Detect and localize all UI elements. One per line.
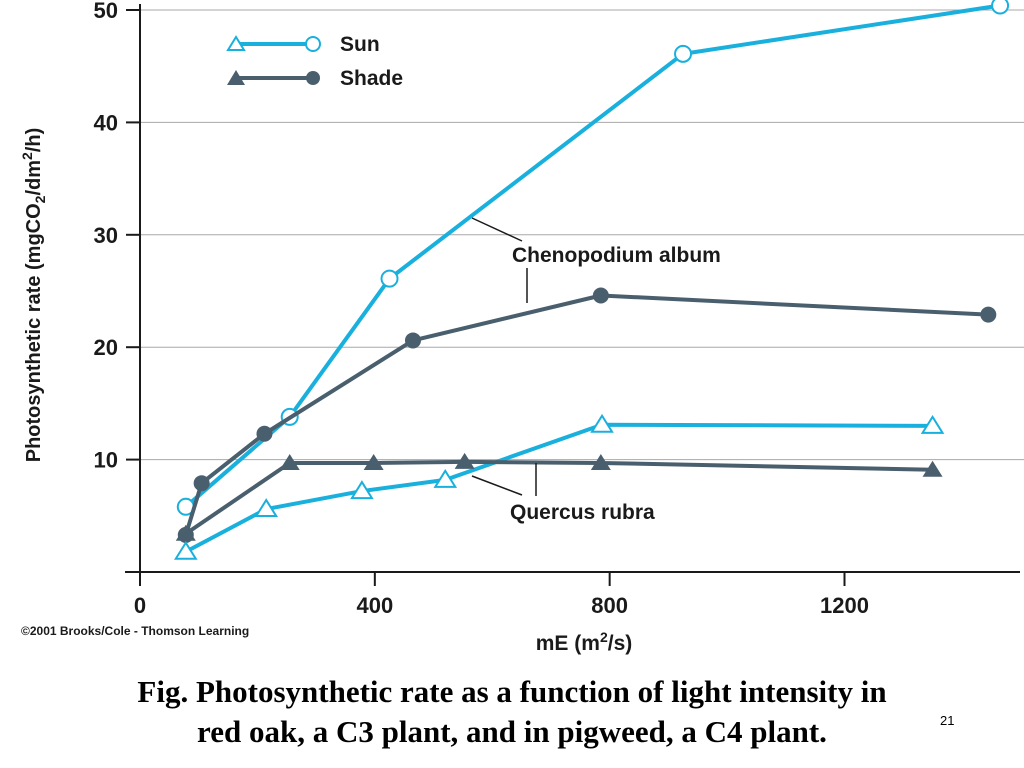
caption-line-2: red oak, a C3 plant, and in pigweed, a C… — [197, 714, 827, 749]
legend-sun-triangle-icon — [226, 35, 246, 51]
data-point — [175, 524, 196, 541]
series-quercus-sun — [173, 413, 945, 560]
chenopodium-leader-line-1 — [471, 217, 523, 242]
data-point — [380, 269, 399, 288]
x-axis-label: mE (m2/s) — [536, 629, 633, 655]
axes — [125, 4, 1020, 586]
y-axis-label-sub: 2 — [32, 195, 48, 203]
x-tick-label: 0 — [134, 593, 146, 618]
data-point — [590, 453, 611, 470]
x-axis-label-part1: mE (m — [536, 632, 600, 655]
y-axis-label: Photosynthetic rate (mgCO2/dm2/h) — [19, 128, 48, 463]
series-group — [173, 0, 1010, 560]
series-line — [183, 293, 989, 536]
data-point — [363, 453, 384, 470]
caption-line-1: Fig. Photosynthetic rate as a function o… — [137, 674, 887, 709]
series-chenopodium-sun — [176, 0, 1010, 516]
legend-sun-label: Sun — [340, 33, 380, 56]
data-point — [991, 0, 1010, 15]
data-point — [454, 452, 475, 469]
x-tick-label: 800 — [591, 593, 628, 618]
legend-sun-circle-icon — [305, 36, 321, 52]
copyright-text: ©2001 Brooks/Cole - Thomson Learning — [21, 624, 250, 638]
data-point — [193, 475, 210, 492]
data-point — [350, 480, 374, 500]
tick-labels: 10 20 30 40 50 0 400 800 1200 — [94, 0, 869, 618]
y-axis-label-part3: /h) — [23, 128, 45, 152]
data-point — [674, 44, 693, 63]
data-point — [592, 287, 609, 304]
chart: 10 20 30 40 50 0 400 800 1200 Photosynthetic rat… — [19, 0, 1024, 655]
data-point — [256, 425, 273, 442]
y-axis-label-part2: /dm — [23, 160, 45, 196]
series-line — [184, 459, 933, 536]
slide-number: 21 — [940, 713, 955, 728]
x-tick-label: 400 — [356, 593, 393, 618]
x-axis-label-sup: 2 — [600, 629, 608, 645]
y-axis-label-sup: 2 — [19, 152, 35, 160]
y-tick-label: 20 — [94, 335, 118, 360]
legend-shade-label: Shade — [340, 67, 403, 90]
data-point — [404, 332, 421, 349]
legend-shade-circle-icon — [306, 71, 320, 85]
chenopodium-label: Chenopodium album — [512, 244, 721, 267]
data-point — [980, 306, 997, 323]
data-point — [279, 453, 300, 470]
data-point — [922, 460, 943, 477]
y-tick-label: 30 — [94, 223, 118, 248]
quercus-leader-line-1 — [471, 475, 523, 496]
y-axis-label-part1: Photosynthetic rate (mgCO — [23, 203, 45, 462]
data-point — [433, 468, 458, 488]
series-quercus-shade — [175, 452, 943, 541]
data-point — [254, 498, 279, 518]
figure-caption: Fig. Photosynthetic rate as a function o… — [0, 672, 1024, 752]
data-point — [590, 413, 614, 433]
data-point — [920, 414, 945, 434]
quercus-label: Quercus rubra — [510, 501, 655, 524]
y-tick-label: 50 — [94, 0, 118, 23]
y-tick-label: 10 — [94, 448, 118, 473]
x-tick-label: 1200 — [820, 593, 869, 618]
annotations: Chenopodium album Quercus rubra — [471, 217, 721, 524]
data-point — [173, 540, 198, 560]
series-line — [184, 422, 933, 554]
legend: Sun Shade — [226, 33, 403, 90]
grid — [140, 9, 1024, 461]
x-axis-label-part2: /s) — [608, 632, 633, 655]
y-tick-label: 40 — [94, 110, 118, 135]
legend-shade-triangle-icon — [227, 70, 245, 85]
